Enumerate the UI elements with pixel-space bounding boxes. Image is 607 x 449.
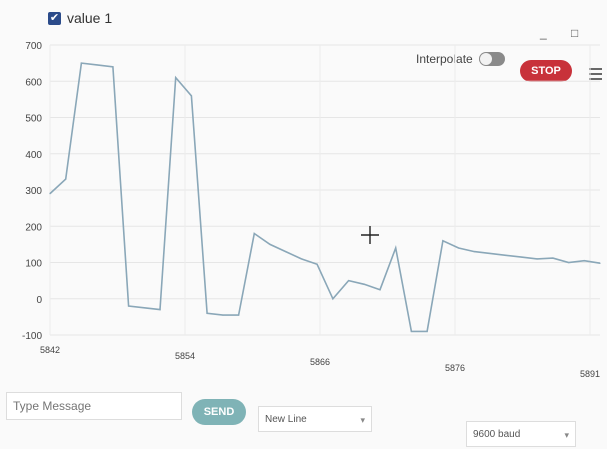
stop-button[interactable]: STOP (520, 60, 572, 82)
data-point (112, 66, 114, 68)
data-point (300, 258, 303, 260)
line-ending-select[interactable]: New Line ▾ (258, 406, 372, 432)
series-points (49, 62, 601, 332)
crosshair-cursor (361, 226, 379, 244)
data-point (96, 64, 98, 66)
data-point (159, 309, 161, 311)
data-point (347, 280, 350, 282)
x-tick-label: 5891 (580, 369, 600, 379)
send-button[interactable]: SEND (192, 399, 246, 425)
data-point (379, 289, 381, 291)
data-point (316, 263, 318, 265)
data-point (410, 330, 413, 332)
data-point (473, 251, 475, 253)
y-tick-label: 700 (25, 41, 42, 52)
data-point (599, 262, 601, 264)
interpolate-label: Interpolate (416, 52, 473, 66)
grid (49, 44, 600, 336)
y-tick-label: 100 (25, 259, 42, 270)
data-point (536, 258, 538, 260)
y-tick-label: 0 (36, 295, 42, 306)
chevron-down-icon: ▾ (360, 415, 365, 425)
data-point (269, 243, 271, 245)
data-point (395, 247, 397, 249)
y-tick-label: 200 (25, 222, 42, 233)
data-point (583, 260, 585, 262)
data-point (489, 252, 491, 255)
data-point (237, 314, 240, 316)
interpolate-toggle[interactable] (478, 52, 505, 66)
x-tick-label: 5876 (445, 363, 465, 373)
baud-rate-select[interactable]: 9600 baud ▾ (466, 421, 576, 447)
data-point (520, 256, 523, 258)
data-point (175, 77, 177, 79)
line-ending-value: New Line (265, 414, 307, 425)
data-point (567, 261, 570, 264)
maximize-icon[interactable]: □ (571, 26, 579, 40)
x-axis-ticks: 5842 5854 5866 5876 5891 (40, 345, 600, 379)
y-tick-label: 600 (25, 77, 42, 88)
minimize-icon[interactable]: _ (540, 26, 547, 40)
data-point (442, 240, 444, 242)
interpolate-control[interactable]: Interpolate (416, 52, 505, 66)
toggle-knob (479, 53, 492, 65)
data-point (206, 312, 208, 314)
y-tick-label: -100 (22, 331, 42, 342)
data-point (505, 254, 507, 256)
data-point (65, 178, 67, 180)
y-tick-label: 500 (25, 114, 42, 125)
x-tick-label: 5866 (310, 357, 330, 367)
baud-rate-value: 9600 baud (473, 429, 521, 440)
data-point (127, 305, 130, 307)
message-input[interactable] (6, 392, 182, 420)
y-tick-label: 300 (25, 186, 42, 197)
data-point (190, 95, 193, 97)
data-point (363, 283, 365, 285)
data-point (80, 62, 83, 64)
series-label: value 1 (67, 10, 113, 26)
data-point (332, 298, 334, 300)
data-point (457, 247, 460, 249)
menu-icon[interactable] (588, 66, 604, 82)
y-axis-ticks: 700 600 500 400 300 200 100 0 -100 (22, 41, 42, 342)
x-tick-label: 5842 (40, 345, 60, 355)
data-point (426, 330, 428, 332)
series-checkbox[interactable]: ✔ (48, 11, 61, 25)
data-point (552, 257, 554, 259)
data-point (222, 314, 224, 316)
y-tick-label: 400 (25, 150, 42, 161)
data-point (49, 193, 51, 195)
data-point (143, 307, 145, 309)
x-tick-label: 5854 (175, 351, 195, 361)
series-line-value-1 (49, 62, 601, 333)
legend: ✔ value 1 (48, 8, 112, 28)
data-point (253, 232, 255, 235)
data-point (285, 251, 287, 253)
chevron-down-icon: ▾ (564, 430, 569, 440)
